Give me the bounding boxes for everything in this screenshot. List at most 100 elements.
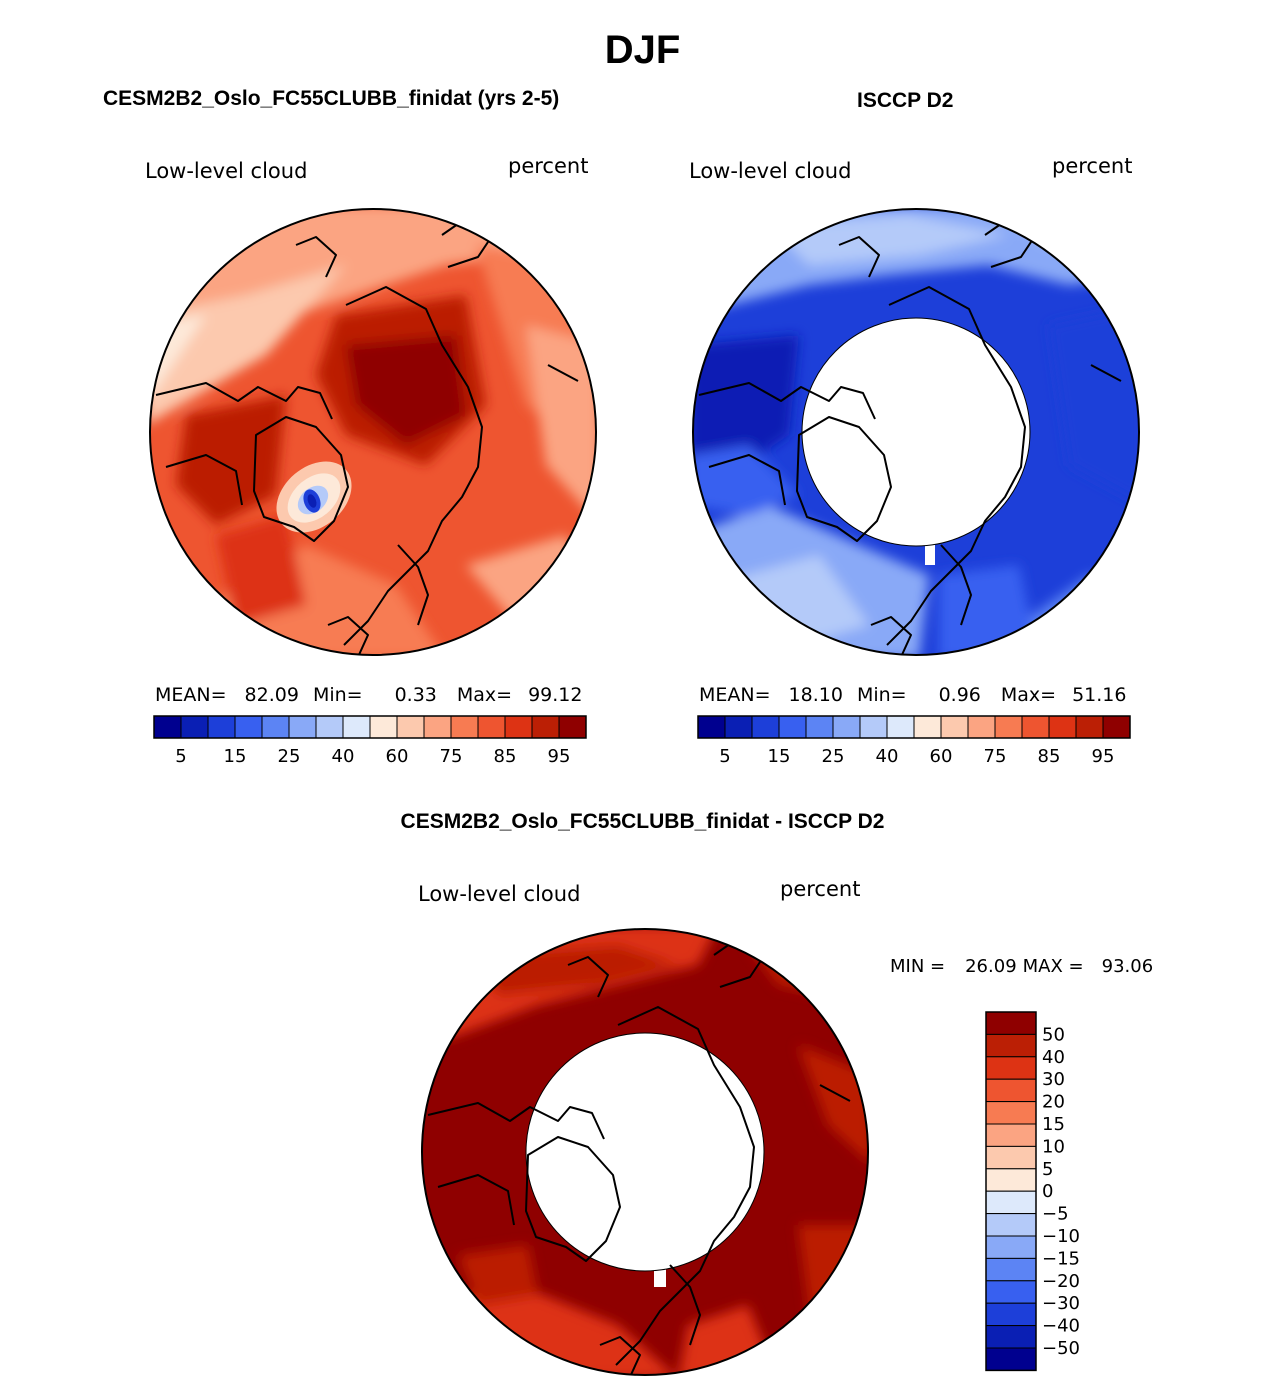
panel2-colorbar-swatch bbox=[1021, 715, 1050, 739]
panel2-colorbar-swatch bbox=[940, 715, 969, 739]
panel1-colorbar-swatch bbox=[558, 715, 587, 739]
panel1-coastlines bbox=[155, 216, 579, 655]
panel1-mean-value: 82.09 bbox=[244, 684, 299, 706]
panel1-units-label: percent bbox=[508, 154, 589, 178]
panel3-max-value: 93.06 bbox=[1101, 956, 1154, 977]
panel2-colorbar-tick-label: 5 bbox=[719, 746, 730, 767]
panel2-colorbar-tick-label: 15 bbox=[768, 746, 791, 767]
panel3-colorbar-swatch bbox=[985, 1280, 1037, 1304]
panel2-min-label: Min= bbox=[856, 684, 907, 706]
panel2-colorbar-swatch bbox=[1048, 715, 1077, 739]
panel2-colorbar-swatch bbox=[805, 715, 834, 739]
panel2-colorbar-tick-label: 60 bbox=[930, 746, 953, 767]
panel1-colorbar-swatch bbox=[153, 715, 182, 739]
panel1-colorbar-tick-label: 95 bbox=[548, 746, 571, 767]
panel3-colorbar-swatch bbox=[985, 1235, 1037, 1259]
panel3-colorbar-tick-label: −5 bbox=[1042, 1204, 1069, 1225]
panel1-title: CESM2B2_Oslo_FC55CLUBB_finidat (yrs 2-5) bbox=[103, 87, 560, 110]
panel3-variable-label: Low-level cloud bbox=[418, 882, 581, 906]
panel3-colorbar-swatch bbox=[985, 1168, 1037, 1192]
panel2-colorbar-swatch bbox=[778, 715, 807, 739]
panel3-colorbar-swatch bbox=[985, 1011, 1037, 1035]
panel2-colorbar-swatch bbox=[967, 715, 996, 739]
panel3-colorbar-swatch bbox=[985, 1123, 1037, 1147]
panel3-colorbar-tick-label: −10 bbox=[1042, 1226, 1080, 1247]
panel3-colorbar-tick-label: 20 bbox=[1042, 1092, 1065, 1113]
panel1-colorbar-swatch bbox=[450, 715, 479, 739]
panel2-colorbar-tick-label: 40 bbox=[876, 746, 899, 767]
panel3-colorbar-tick-label: −50 bbox=[1042, 1338, 1080, 1359]
panel3-stats: MIN = 26.09 MAX = 93.06 bbox=[890, 956, 1153, 977]
panel3-colorbar-tick-label: 10 bbox=[1042, 1136, 1065, 1157]
panel1-map bbox=[149, 208, 597, 656]
panel3-colorbar-tick-label: 40 bbox=[1042, 1047, 1065, 1068]
panel3-colorbar-tick-label: 15 bbox=[1042, 1114, 1065, 1135]
panel2-colorbar-swatch bbox=[886, 715, 915, 739]
panel3-min-value: 26.09 bbox=[965, 956, 1017, 977]
panel3-map bbox=[421, 928, 869, 1376]
panel3-colorbar-tick-label: 5 bbox=[1042, 1159, 1053, 1180]
panel2-max-label: Max= bbox=[1000, 684, 1057, 706]
panel3-max-label: MAX = bbox=[1022, 956, 1084, 977]
panel1-colorbar-swatch bbox=[342, 715, 371, 739]
panel1-colorbar-swatch bbox=[207, 715, 236, 739]
panel2-colorbar-tick-label: 85 bbox=[1038, 746, 1061, 767]
panel3-colorbar-swatch bbox=[985, 1213, 1037, 1237]
panel1-colorbar-swatch bbox=[234, 715, 263, 739]
panel3-colorbar-swatch bbox=[985, 1257, 1037, 1282]
panel3-colorbar-swatch bbox=[985, 1145, 1037, 1170]
panel3-units-label: percent bbox=[780, 877, 861, 901]
panel3-colorbar-swatch bbox=[985, 1325, 1037, 1349]
panel2-colorbar-tick-label: 95 bbox=[1092, 746, 1115, 767]
panel3-colorbar-tick-label: 0 bbox=[1042, 1181, 1053, 1202]
panel1-colorbar-tick-label: 40 bbox=[332, 746, 355, 767]
panel2-colorbar-swatch bbox=[751, 715, 780, 739]
panel2-colorbar-tick-label: 25 bbox=[822, 746, 845, 767]
panel1-colorbar-swatch bbox=[504, 715, 533, 739]
panel2-max-value: 51.16 bbox=[1072, 684, 1127, 706]
panel3-colorbar-tick-label: −30 bbox=[1042, 1293, 1080, 1314]
panel1-max-label: Max= bbox=[456, 684, 513, 706]
panel3-colorbar-swatch bbox=[985, 1302, 1037, 1327]
panel1-colorbar-tick-label: 75 bbox=[440, 746, 463, 767]
panel2-colorbar-swatch bbox=[697, 715, 726, 739]
panel3-colorbar-swatch bbox=[985, 1190, 1037, 1215]
panel1-variable-label: Low-level cloud bbox=[145, 159, 308, 183]
panel1-colorbar: 5 15 25 40 60 75 85 95 bbox=[153, 715, 587, 767]
panel3-missing-data-mask bbox=[526, 1033, 764, 1271]
panel3-colorbar-swatch bbox=[985, 1056, 1037, 1080]
panel3-colorbar-tick-label: 50 bbox=[1042, 1024, 1065, 1045]
panel2-variable-label: Low-level cloud bbox=[689, 159, 852, 183]
panel3-colorbar-tick-label: −20 bbox=[1042, 1271, 1080, 1292]
panel1-colorbar-swatch bbox=[396, 715, 425, 739]
panel2-colorbar-swatch bbox=[1075, 715, 1104, 739]
panel3-title: CESM2B2_Oslo_FC55CLUBB_finidat - ISCCP D… bbox=[400, 810, 885, 833]
panel1-colorbar-swatch bbox=[531, 715, 560, 739]
panel1-colorbar-tick-label: 25 bbox=[278, 746, 301, 767]
panel3-colorbar-tick-label: −40 bbox=[1042, 1316, 1080, 1337]
panel2-colorbar-swatch bbox=[913, 715, 942, 739]
panel1-colorbar-tick-label: 85 bbox=[494, 746, 517, 767]
panel1-colorbar-tick-label: 5 bbox=[175, 746, 186, 767]
panel2-colorbar-tick-label: 75 bbox=[984, 746, 1007, 767]
panel2-colorbar-swatch bbox=[832, 715, 861, 739]
panel2-colorbar: 5 15 25 40 60 75 85 95 bbox=[697, 715, 1131, 767]
panel2-missing-data-mask bbox=[802, 318, 1030, 546]
panel3-colorbar-tick-label: −15 bbox=[1042, 1248, 1080, 1269]
panel1-stats: MEAN= 82.09 Min= 0.33 Max= 99.12 bbox=[155, 684, 583, 706]
panel1-mean-label: MEAN= bbox=[155, 684, 227, 706]
panel2-colorbar-swatch bbox=[1102, 715, 1131, 739]
panel1-colorbar-tick-label: 15 bbox=[224, 746, 247, 767]
panel1-max-value: 99.12 bbox=[528, 684, 583, 706]
panel3-coastlines bbox=[427, 936, 851, 1375]
panel1-min-value: 0.33 bbox=[394, 684, 437, 706]
panel3-min-label: MIN = bbox=[890, 956, 946, 977]
panel1-colorbar-swatch bbox=[477, 715, 506, 739]
panel2-mean-value: 18.10 bbox=[788, 684, 843, 706]
panel1-colorbar-swatch bbox=[180, 715, 209, 739]
panel1-colorbar-tick-label: 60 bbox=[386, 746, 409, 767]
panel3-colorbar-swatch bbox=[985, 1101, 1037, 1125]
panel1-min-label: Min= bbox=[312, 684, 363, 706]
panel2-colorbar-swatch bbox=[859, 715, 888, 739]
